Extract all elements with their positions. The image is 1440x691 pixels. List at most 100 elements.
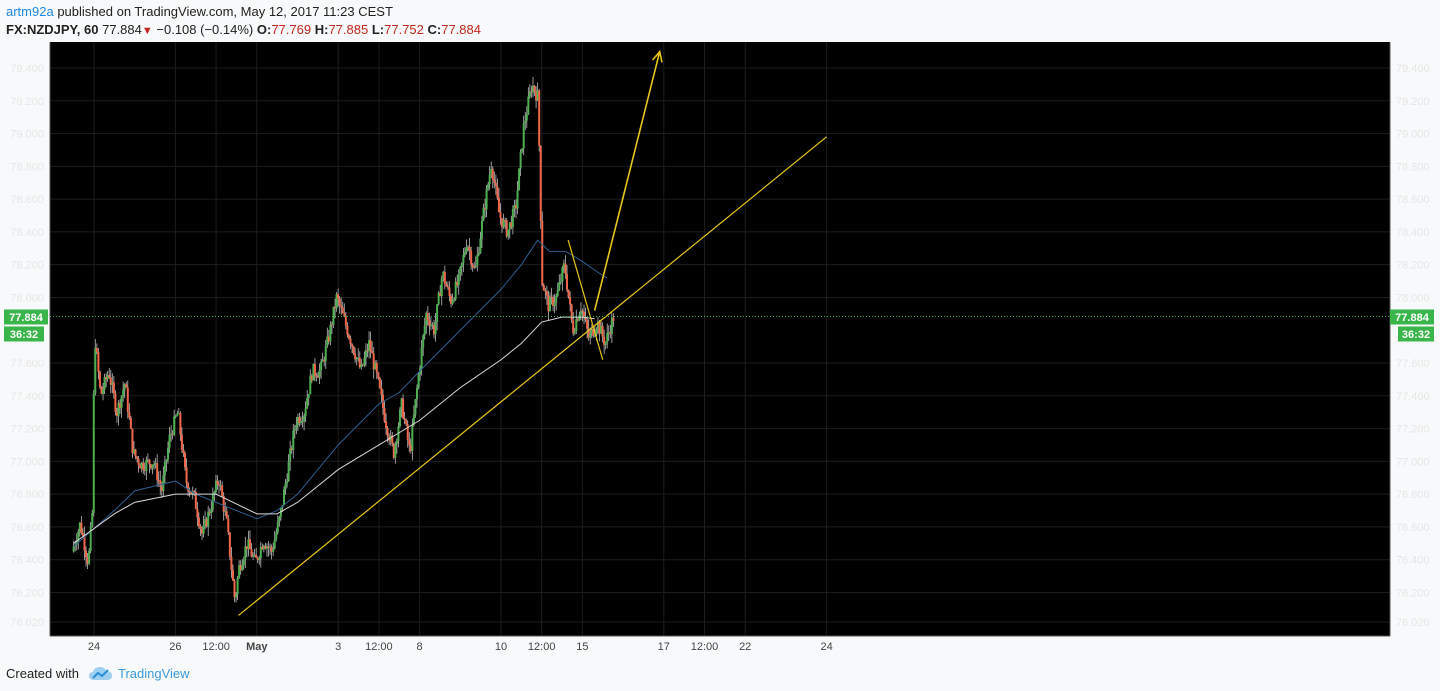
candle-body: [125, 384, 128, 388]
candle: [146, 453, 149, 463]
candle: [566, 265, 569, 293]
candle: [436, 304, 439, 331]
candle: [276, 515, 279, 535]
tradingview-cloud-icon[interactable]: [88, 665, 114, 683]
candle: [528, 84, 531, 99]
candle-body: [490, 168, 493, 175]
candle: [228, 532, 231, 561]
candle: [115, 407, 118, 423]
candle: [558, 274, 561, 292]
candle: [323, 356, 326, 367]
candle: [264, 542, 267, 550]
candle: [446, 281, 449, 290]
candle-body: [510, 222, 513, 228]
candle-body: [187, 483, 190, 492]
candle-body: [595, 329, 598, 334]
candle: [522, 115, 525, 156]
candle-body: [185, 467, 188, 484]
candle: [596, 316, 599, 335]
price-chart[interactable]: 79.400 79.400 79.200 79.200 79.000 79.000 78.8…: [0, 42, 1440, 658]
y-axis-tick-label-right: 77.200: [1396, 424, 1430, 436]
candle-body: [360, 364, 363, 368]
candle-body: [327, 336, 330, 342]
candle: [451, 293, 454, 306]
candle: [269, 543, 272, 556]
candle-body: [349, 338, 352, 345]
candle: [586, 317, 589, 339]
candle-body: [552, 297, 555, 307]
candle: [171, 430, 174, 440]
candle: [372, 347, 375, 379]
candle-body: [467, 246, 470, 249]
candle-body: [378, 378, 381, 388]
y-axis-tick-label-left: 76.600: [10, 522, 44, 534]
candle: [140, 461, 143, 473]
candle-body: [549, 296, 552, 312]
candle-body: [323, 359, 326, 362]
candle-body: [530, 91, 533, 93]
candle-body: [261, 546, 264, 550]
tradingview-brand-link[interactable]: TradingView: [118, 666, 190, 681]
candle-body: [182, 449, 185, 453]
candle-body: [545, 291, 548, 296]
candle: [145, 456, 148, 481]
candle-body: [431, 324, 434, 326]
candle-body: [85, 550, 88, 558]
candle-body: [241, 565, 244, 571]
candle-body: [88, 551, 91, 564]
candle-body: [273, 539, 276, 549]
last-price-badge-right-bg: [1390, 309, 1434, 325]
candle-body: [267, 546, 270, 548]
candle-body: [522, 123, 525, 149]
candle: [324, 340, 327, 369]
candle-body: [180, 434, 183, 450]
candle-body: [245, 546, 248, 549]
candle-body: [422, 335, 425, 348]
candle-body: [269, 546, 272, 548]
candle-body: [296, 417, 299, 425]
candle-body: [531, 85, 534, 93]
candle: [453, 297, 456, 303]
y-axis-tick-label-left: 78.200: [10, 260, 44, 272]
candle: [320, 358, 323, 379]
candle: [576, 317, 579, 322]
candle: [100, 386, 103, 395]
candle-body: [201, 528, 204, 534]
candle-body: [375, 362, 378, 373]
candle: [338, 295, 341, 314]
candle-body: [205, 519, 208, 527]
candle: [255, 547, 258, 558]
candle-body: [221, 485, 224, 496]
candle: [408, 431, 411, 453]
candle-body: [544, 290, 547, 292]
candle: [612, 313, 615, 328]
candle: [487, 181, 490, 191]
candle-body: [344, 316, 347, 326]
candle-body: [485, 188, 488, 210]
candle-body: [233, 580, 236, 598]
candle: [170, 425, 173, 442]
candle-body: [247, 539, 250, 549]
low-label: L:: [371, 22, 385, 37]
candle: [423, 317, 426, 340]
candle: [182, 443, 185, 457]
candle-body: [231, 569, 234, 581]
candle: [516, 181, 519, 215]
author-link[interactable]: artm92a: [6, 4, 54, 19]
candle-body: [253, 554, 256, 556]
plot-background: [50, 42, 1390, 636]
candle-body: [453, 299, 456, 301]
candle-body: [238, 565, 241, 579]
candle: [258, 555, 261, 565]
candle-body: [358, 357, 361, 368]
candle: [106, 370, 109, 382]
candle: [569, 291, 572, 312]
candle-body: [395, 440, 398, 445]
candle: [89, 522, 92, 554]
candle-body: [570, 304, 573, 321]
candle: [468, 238, 471, 261]
candle: [119, 399, 122, 414]
candle: [550, 287, 553, 305]
candle: [216, 475, 219, 490]
chart-footer: Created with TradingView: [0, 658, 1440, 691]
